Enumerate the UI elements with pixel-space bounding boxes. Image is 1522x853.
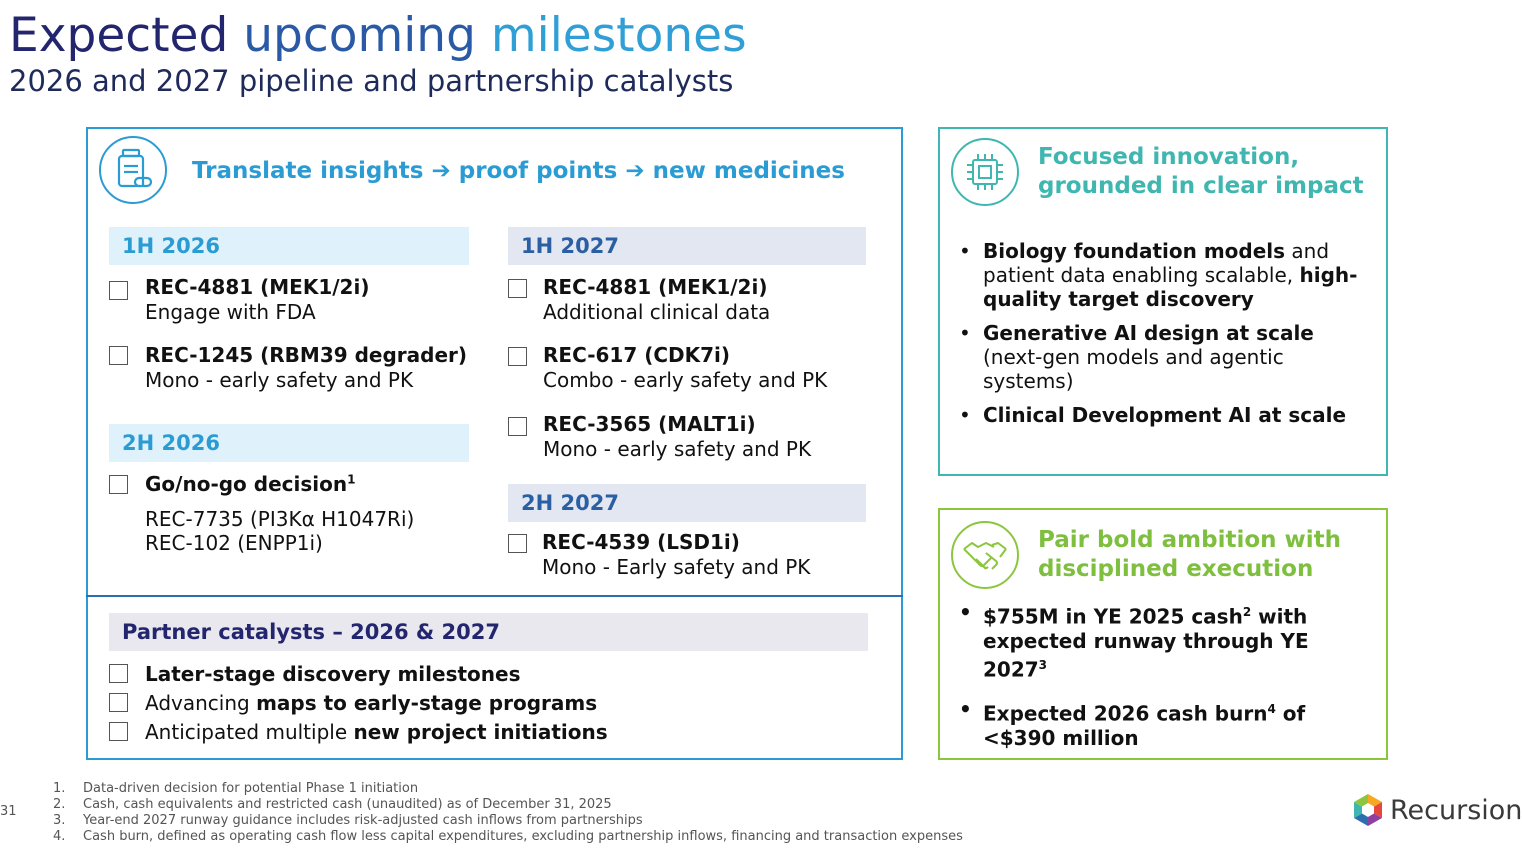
footnote-ref: 1 — [347, 472, 356, 487]
footnote-number: 2. — [53, 797, 66, 812]
title-part2: upcoming — [243, 8, 476, 63]
period-1h-2026: 1H 2026 — [109, 227, 469, 265]
partner-line-2-bold: maps to early-stage programs — [256, 691, 598, 715]
partner-line-3-plain: Anticipated multiple — [145, 720, 354, 744]
a2-part2: of <$390 million — [983, 701, 1306, 750]
footnote-text: Year-end 2027 runway guidance includes r… — [83, 813, 643, 828]
b1-bold2: high-quality target discovery — [983, 263, 1358, 311]
footnote-ref: 4 — [1267, 702, 1276, 717]
footnote-text: Data-driven decision for potential Phase… — [83, 781, 419, 796]
page-title: Expected upcoming milestones — [9, 8, 747, 63]
logo-name: Recursion — [1390, 794, 1522, 826]
milestone-detail: Additional clinical data — [543, 300, 771, 324]
ambition-header: Pair bold ambition with disciplined execu… — [1038, 526, 1341, 584]
footnote-ref: 2 — [1242, 605, 1252, 619]
footnote-number: 3. — [53, 813, 66, 828]
footnote-text: Cash burn, defined as operating cash flo… — [83, 829, 963, 844]
logo-text: Recursion® — [1390, 795, 1522, 826]
period-1h-2027: 1H 2027 — [508, 227, 866, 265]
milestone-checkbox[interactable] — [508, 347, 527, 366]
main-header: Translate insights ➔ proof points ➔ new … — [192, 158, 845, 184]
milestone-title: REC-4881 (MEK1/2i) — [145, 275, 370, 299]
b2-bold: Generative AI design at scale — [983, 321, 1314, 345]
partner-checkbox[interactable] — [109, 693, 128, 712]
milestone-checkbox[interactable] — [508, 417, 527, 436]
partner-line-3: Anticipated multiple new project initiat… — [145, 720, 608, 744]
footnote-text: Cash, cash equivalents and restricted ca… — [83, 797, 612, 812]
milestone-checkbox[interactable] — [109, 475, 128, 494]
milestone-checkbox[interactable] — [109, 346, 128, 365]
ambition-bullets: $755M in YE 2025 cash2 with expected run… — [957, 600, 1327, 760]
milestones-panel — [86, 127, 903, 760]
period-2h-2027: 2H 2027 — [508, 484, 866, 522]
partner-checkbox[interactable] — [109, 664, 128, 683]
footnote-ref: 3 — [1038, 657, 1048, 672]
chip-icon — [951, 138, 1019, 206]
footnote: 4. Cash burn, defined as operating cash f… — [53, 829, 963, 845]
milestone-title: REC-4881 (MEK1/2i) — [543, 275, 768, 299]
milestone-detail: REC-102 (ENPP1i) — [145, 531, 323, 555]
milestone-checkbox[interactable] — [109, 281, 128, 300]
milestone-checkbox[interactable] — [508, 279, 527, 298]
innovation-header-line2: grounded in clear impact — [1038, 173, 1364, 199]
milestone-detail: Mono - early safety and PK — [145, 368, 414, 392]
recursion-hexagon-icon — [1354, 794, 1382, 826]
title-part1: Expected — [9, 8, 229, 63]
title-part3: milestones — [490, 8, 747, 63]
go-no-go-label: Go/no-go decision — [145, 472, 348, 496]
partner-checkbox[interactable] — [109, 722, 128, 741]
milestone-checkbox[interactable] — [508, 534, 527, 553]
milestone-detail: Mono - Early safety and PK — [542, 555, 811, 579]
partner-divider — [86, 595, 903, 597]
recursion-logo: Recursion® — [1352, 793, 1522, 827]
period-2h-2026: 2H 2026 — [109, 424, 469, 462]
innovation-header-line1: Focused innovation, — [1038, 144, 1300, 170]
milestone-title: Go/no-go decision1 — [145, 472, 355, 496]
milestone-detail: Engage with FDA — [145, 300, 316, 324]
footnote: 2. Cash, cash equivalents and restricted … — [53, 797, 963, 813]
b3-bold: Clinical Development AI at scale — [983, 403, 1347, 427]
partner-line-2: Advancing maps to early-stage programs — [145, 691, 597, 715]
milestone-detail: Mono - early safety and PK — [543, 437, 812, 461]
handshake-icon — [951, 521, 1019, 589]
innovation-bullet-3: Clinical Development AI at scale — [957, 403, 1372, 427]
a1-part2: with expected runway through YE 2027 — [983, 604, 1309, 682]
milestone-title: REC-3565 (MALT1i) — [543, 412, 756, 436]
footnotes: 1. Data-driven decision for potential Pha… — [53, 781, 963, 845]
b1-bold1: Biology foundation models — [983, 239, 1286, 263]
a1-part1: $755M in YE 2025 cash — [983, 604, 1243, 629]
innovation-header: Focused innovation, grounded in clear imp… — [1038, 143, 1364, 201]
ambition-header-line1: Pair bold ambition with — [1038, 527, 1342, 553]
milestone-title: REC-1245 (RBM39 degrader) — [145, 343, 468, 367]
ambition-header-line2: disciplined execution — [1038, 556, 1314, 582]
partner-catalysts-header: Partner catalysts – 2026 & 2027 — [109, 613, 868, 651]
partner-line-1: Later-stage discovery milestones — [145, 662, 521, 686]
footnote: 3. Year-end 2027 runway guidance includes… — [53, 813, 963, 829]
a2-part1: Expected 2026 cash burn — [983, 701, 1268, 726]
ambition-bullet-1: $755M in YE 2025 cash2 with expected run… — [957, 600, 1327, 681]
milestone-title: REC-617 (CDK7i) — [543, 343, 731, 367]
milestone-detail: Combo - early safety and PK — [543, 368, 828, 392]
innovation-bullet-1: Biology foundation models and patient da… — [957, 239, 1372, 311]
page-subtitle: 2026 and 2027 pipeline and partnership c… — [9, 64, 734, 98]
page-number: 31 — [0, 804, 17, 819]
footnote: 1. Data-driven decision for potential Pha… — [53, 781, 963, 797]
partner-line-3-bold: new project initiations — [353, 720, 608, 744]
innovation-bullet-2: Generative AI design at scale (next-gen … — [957, 321, 1372, 393]
partner-line-2-plain: Advancing — [145, 691, 257, 715]
b1-plain: and patient data enabling scalable, — [983, 239, 1330, 287]
ambition-bullet-2: Expected 2026 cash burn4 of <$390 millio… — [957, 697, 1327, 750]
footnote-number: 1. — [53, 781, 66, 796]
medicine-bottle-icon — [99, 136, 167, 204]
innovation-bullets: Biology foundation models and patient da… — [957, 239, 1372, 437]
ambition-panel — [938, 508, 1388, 760]
innovation-panel — [938, 127, 1388, 476]
milestone-title: REC-4539 (LSD1i) — [542, 530, 740, 554]
b2-plain: (next-gen models and agentic systems) — [983, 345, 1284, 393]
footnote-number: 4. — [53, 829, 66, 844]
milestone-detail: REC-7735 (PI3Kα H1047Ri) — [145, 507, 415, 531]
